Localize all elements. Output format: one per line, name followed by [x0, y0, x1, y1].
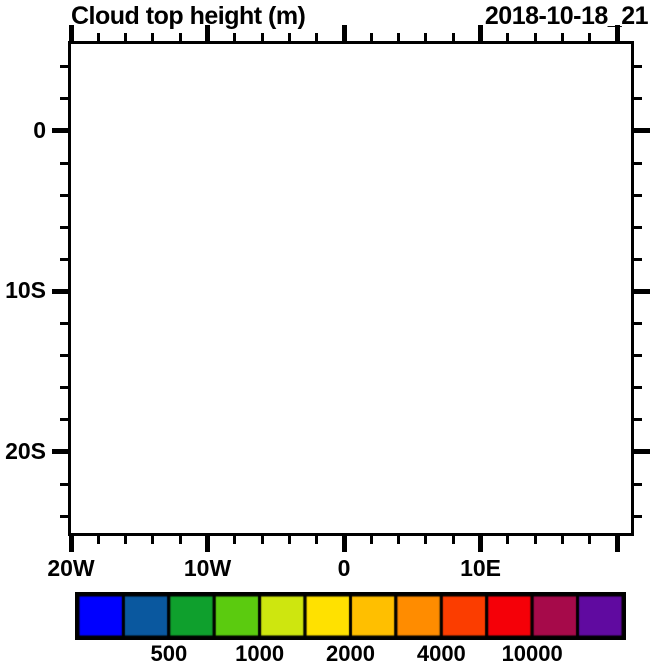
tick-mark: [588, 536, 592, 544]
tick-mark: [451, 33, 455, 41]
tick-mark: [60, 482, 68, 486]
tick-mark: [341, 25, 347, 41]
tick-mark: [68, 536, 74, 552]
plot-title: Cloud top height (m): [71, 2, 306, 30]
tick-mark: [60, 514, 68, 518]
tick-mark: [634, 161, 642, 165]
map-frame: [68, 41, 634, 536]
tick-mark: [478, 25, 484, 41]
tick-mark: [397, 33, 401, 41]
tick-mark: [205, 25, 211, 41]
tick-mark: [60, 418, 68, 422]
tick-mark: [124, 536, 128, 544]
tick-mark: [60, 97, 68, 101]
tick-mark: [634, 225, 642, 229]
y-axis-label: 20S: [5, 437, 46, 464]
tick-mark: [52, 449, 68, 455]
tick-mark: [60, 257, 68, 261]
x-axis-label: 20W: [47, 555, 95, 581]
x-axis-label: 10E: [460, 555, 502, 581]
colorbar-label: 1000: [235, 641, 285, 666]
tick-mark: [205, 536, 211, 552]
tick-mark: [233, 33, 237, 41]
tick-mark: [424, 536, 428, 544]
tick-mark: [60, 161, 68, 165]
tick-mark: [634, 418, 642, 422]
tick-mark: [315, 33, 319, 41]
tick-mark: [560, 33, 564, 41]
tick-mark: [60, 322, 68, 326]
tick-mark: [533, 536, 537, 544]
tick-mark: [151, 536, 155, 544]
tick-mark: [233, 536, 237, 544]
tick-mark: [287, 33, 291, 41]
tick-mark: [260, 536, 264, 544]
x-axis-label: 10W: [183, 555, 232, 581]
tick-mark: [634, 386, 642, 390]
plot-timestamp: 2018-10-18_21: [484, 2, 649, 30]
tick-mark: [315, 536, 319, 544]
tick-mark: [634, 449, 650, 455]
tick-mark: [634, 514, 642, 518]
colorbar-label: 4000: [416, 641, 466, 666]
y-axis-label: 0: [33, 116, 46, 143]
tick-mark: [424, 33, 428, 41]
tick-mark: [614, 536, 620, 552]
colorbar-label: 10000: [501, 641, 563, 666]
tick-mark: [451, 536, 455, 544]
tick-mark: [178, 536, 182, 544]
tick-mark: [369, 33, 373, 41]
tick-mark: [634, 193, 642, 197]
tick-mark: [178, 33, 182, 41]
tick-mark: [478, 536, 484, 552]
tick-mark: [634, 65, 642, 69]
tick-mark: [634, 128, 650, 134]
tick-mark: [560, 536, 564, 544]
tick-mark: [506, 536, 510, 544]
tick-mark: [634, 257, 642, 261]
tick-mark: [96, 33, 100, 41]
tick-mark: [52, 128, 68, 134]
colorbar: [75, 592, 626, 640]
tick-mark: [634, 288, 650, 294]
tick-mark: [397, 536, 401, 544]
tick-mark: [533, 33, 537, 41]
tick-mark: [634, 97, 642, 101]
tick-mark: [151, 33, 155, 41]
tick-mark: [634, 482, 642, 486]
tick-mark: [506, 33, 510, 41]
tick-mark: [634, 322, 642, 326]
x-axis-label: 0: [337, 555, 351, 581]
colorbar-label: 500: [150, 641, 188, 666]
tick-mark: [60, 354, 68, 358]
tick-mark: [60, 386, 68, 390]
tick-mark: [341, 536, 347, 552]
tick-mark: [614, 25, 620, 41]
tick-mark: [369, 536, 373, 544]
tick-mark: [60, 65, 68, 69]
tick-mark: [96, 536, 100, 544]
tick-mark: [52, 288, 68, 294]
y-axis-label: 10S: [5, 277, 46, 304]
tick-mark: [60, 225, 68, 229]
tick-mark: [287, 536, 291, 544]
tick-mark: [68, 25, 74, 41]
tick-mark: [260, 33, 264, 41]
tick-mark: [60, 193, 68, 197]
colorbar-label: 2000: [326, 641, 375, 666]
tick-mark: [588, 33, 592, 41]
tick-mark: [124, 33, 128, 41]
tick-mark: [634, 354, 642, 358]
